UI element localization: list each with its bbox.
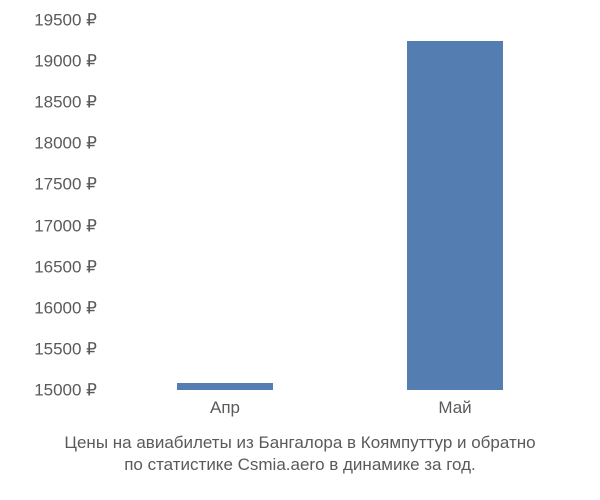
x-tick-label: Май — [438, 398, 471, 418]
y-tick-label: 17500 ₽ — [0, 176, 105, 193]
y-tick-label: 17000 ₽ — [0, 217, 105, 234]
x-axis: Апр Май — [110, 398, 570, 422]
y-tick-label: 15500 ₽ — [0, 340, 105, 357]
y-tick-label: 18500 ₽ — [0, 94, 105, 111]
chart-caption: Цены на авиабилеты из Бангалора в Коямпу… — [0, 432, 600, 476]
y-tick-label: 15000 ₽ — [0, 382, 105, 399]
y-tick-label: 18000 ₽ — [0, 135, 105, 152]
plot-area — [110, 20, 570, 390]
y-tick-label: 16000 ₽ — [0, 299, 105, 316]
caption-line-2: по статистике Csmia.aero в динамике за г… — [0, 454, 600, 476]
x-tick-label: Апр — [210, 398, 240, 418]
bar — [177, 383, 274, 390]
chart-area — [110, 20, 570, 390]
bar — [407, 41, 504, 390]
y-axis: 15000 ₽15500 ₽16000 ₽16500 ₽17000 ₽17500… — [0, 20, 105, 390]
y-tick-label: 16500 ₽ — [0, 258, 105, 275]
y-tick-label: 19000 ₽ — [0, 53, 105, 70]
caption-line-1: Цены на авиабилеты из Бангалора в Коямпу… — [0, 432, 600, 454]
y-tick-label: 19500 ₽ — [0, 12, 105, 29]
